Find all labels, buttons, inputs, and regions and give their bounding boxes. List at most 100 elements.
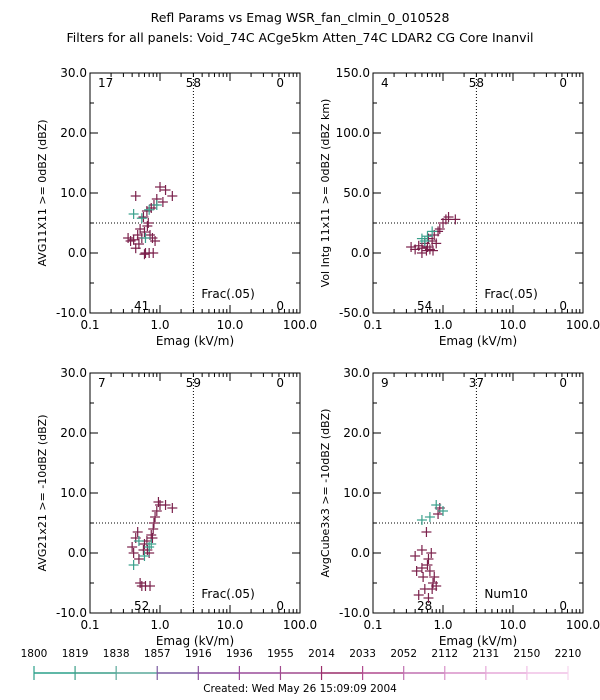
data-point: [136, 213, 147, 224]
y-tick-label: -10.0: [56, 306, 87, 320]
panel-2: -50.0 0.0 50.0 100.0 150.0 0.1 1.0 10.0 100.0 Ema…: [319, 66, 600, 348]
y-tick-label: 0.0: [68, 546, 87, 560]
y-tick-label: 30.0: [343, 366, 370, 380]
data-point: [148, 248, 159, 258]
data-point: [416, 248, 427, 258]
colorbar-label: 1800: [21, 648, 48, 660]
y-tick-label: -10.0: [339, 606, 370, 620]
data-point: [133, 554, 144, 564]
data-point: [443, 212, 454, 222]
data-point: [431, 581, 442, 591]
data-point: [167, 191, 178, 201]
y-axis-label: AvgCube3x3 >= -10dBZ (dBZ): [319, 409, 332, 578]
data-point: [424, 512, 435, 522]
count-bottom-right: 0: [276, 299, 284, 313]
y-axis-label: AVG11X11 >= 0dBZ (dBZ): [36, 119, 49, 266]
y-tick-label: 30.0: [60, 66, 87, 80]
data-point: [148, 518, 159, 528]
y-tick-label: 0.0: [351, 546, 370, 560]
data-point: [416, 515, 427, 525]
plot-frame: [89, 372, 301, 614]
x-tick-label: 1.0: [150, 318, 169, 332]
y-tick-label: 100.0: [336, 126, 370, 140]
count-bottom-right: 0: [559, 599, 567, 613]
data-point: [139, 551, 150, 561]
data-point: [130, 243, 141, 254]
count-top-left: 4: [381, 76, 389, 90]
data-point: [144, 204, 155, 215]
colorbar-label: 2052: [390, 648, 417, 660]
data-point: [424, 566, 435, 576]
count-top-left: 9: [381, 376, 389, 390]
x-axis-label: Emag (kV/m): [439, 634, 517, 648]
count-top-mid: 59: [186, 376, 201, 390]
data-point: [422, 560, 433, 570]
data-point: [426, 548, 437, 558]
count-top-left: 7: [98, 376, 106, 390]
y-tick-label: 10.0: [343, 486, 370, 500]
data-point: [422, 231, 433, 242]
data-point: [167, 503, 178, 513]
data-point: [157, 197, 168, 207]
x-tick-label: 0.1: [80, 318, 99, 332]
x-tick-label: 1.0: [433, 618, 452, 632]
colorbar-label: 1936: [226, 648, 253, 660]
count-top-mid: 37: [469, 376, 484, 390]
data-point: [151, 200, 162, 210]
data-point: [450, 214, 461, 225]
data-point: [160, 185, 171, 195]
panel-label: Frac(.05): [201, 287, 254, 301]
count-top-right: 0: [276, 376, 284, 390]
x-tick-label: 0.1: [80, 618, 99, 632]
data-point: [130, 191, 141, 201]
y-tick-label: -10.0: [56, 606, 87, 620]
count-top-mid: 58: [186, 76, 201, 90]
data-point: [431, 238, 442, 249]
data-point: [142, 221, 153, 231]
panel-label: Frac(.05): [201, 587, 254, 601]
colorbar-label: 2014: [308, 648, 335, 660]
data-point: [411, 566, 422, 576]
data-point: [146, 539, 157, 549]
colorbar-label: 2150: [514, 648, 541, 660]
panel-label: Frac(.05): [484, 287, 537, 301]
y-tick-label: 150.0: [336, 66, 370, 80]
count-bottom-right: 0: [276, 599, 284, 613]
y-tick-label: 10.0: [60, 186, 87, 200]
x-tick-label: 1.0: [433, 318, 452, 332]
count-top-right: 0: [559, 76, 567, 90]
plot-frame: [372, 372, 584, 614]
plot-frame: [89, 72, 301, 314]
data-point: [139, 249, 150, 260]
count-bottom-right: 0: [559, 299, 567, 313]
data-point: [160, 500, 171, 510]
x-axis-label: Emag (kV/m): [156, 634, 234, 648]
plot-frame: [372, 72, 584, 314]
data-point: [423, 593, 434, 603]
x-axis-label: Emag (kV/m): [156, 334, 234, 348]
data-point: [434, 224, 445, 234]
data-point: [128, 560, 139, 570]
data-point: [419, 236, 430, 246]
x-tick-label: 100.0: [566, 618, 600, 632]
data-point: [155, 182, 165, 192]
y-tick-label: 20.0: [60, 126, 87, 140]
data-point: [150, 512, 161, 522]
colorbar-label: 1955: [267, 648, 294, 660]
data-point: [128, 548, 139, 558]
data-point: [139, 227, 150, 237]
data-point: [128, 234, 139, 245]
x-tick-label: 0.1: [363, 618, 382, 632]
x-tick-label: 100.0: [283, 618, 317, 632]
y-tick-label: 50.0: [343, 186, 370, 200]
colorbar-label: 1838: [103, 648, 130, 660]
data-point: [413, 590, 424, 600]
colorbar-label: 1819: [62, 648, 89, 660]
figure-subtitle: Filters for all panels: Void_74C ACge5km…: [66, 30, 533, 45]
colorbar-label: 1857: [144, 648, 171, 660]
footer-created: Created: Wed May 26 15:09:09 2004: [203, 683, 397, 695]
panel-3: -10.0 0.0 10.0 20.0 30.0 0.1 1.0 10.0 100.0 Emag …: [36, 366, 317, 648]
x-tick-label: 10.0: [217, 318, 244, 332]
y-tick-label: 10.0: [60, 486, 87, 500]
data-point: [128, 209, 139, 219]
